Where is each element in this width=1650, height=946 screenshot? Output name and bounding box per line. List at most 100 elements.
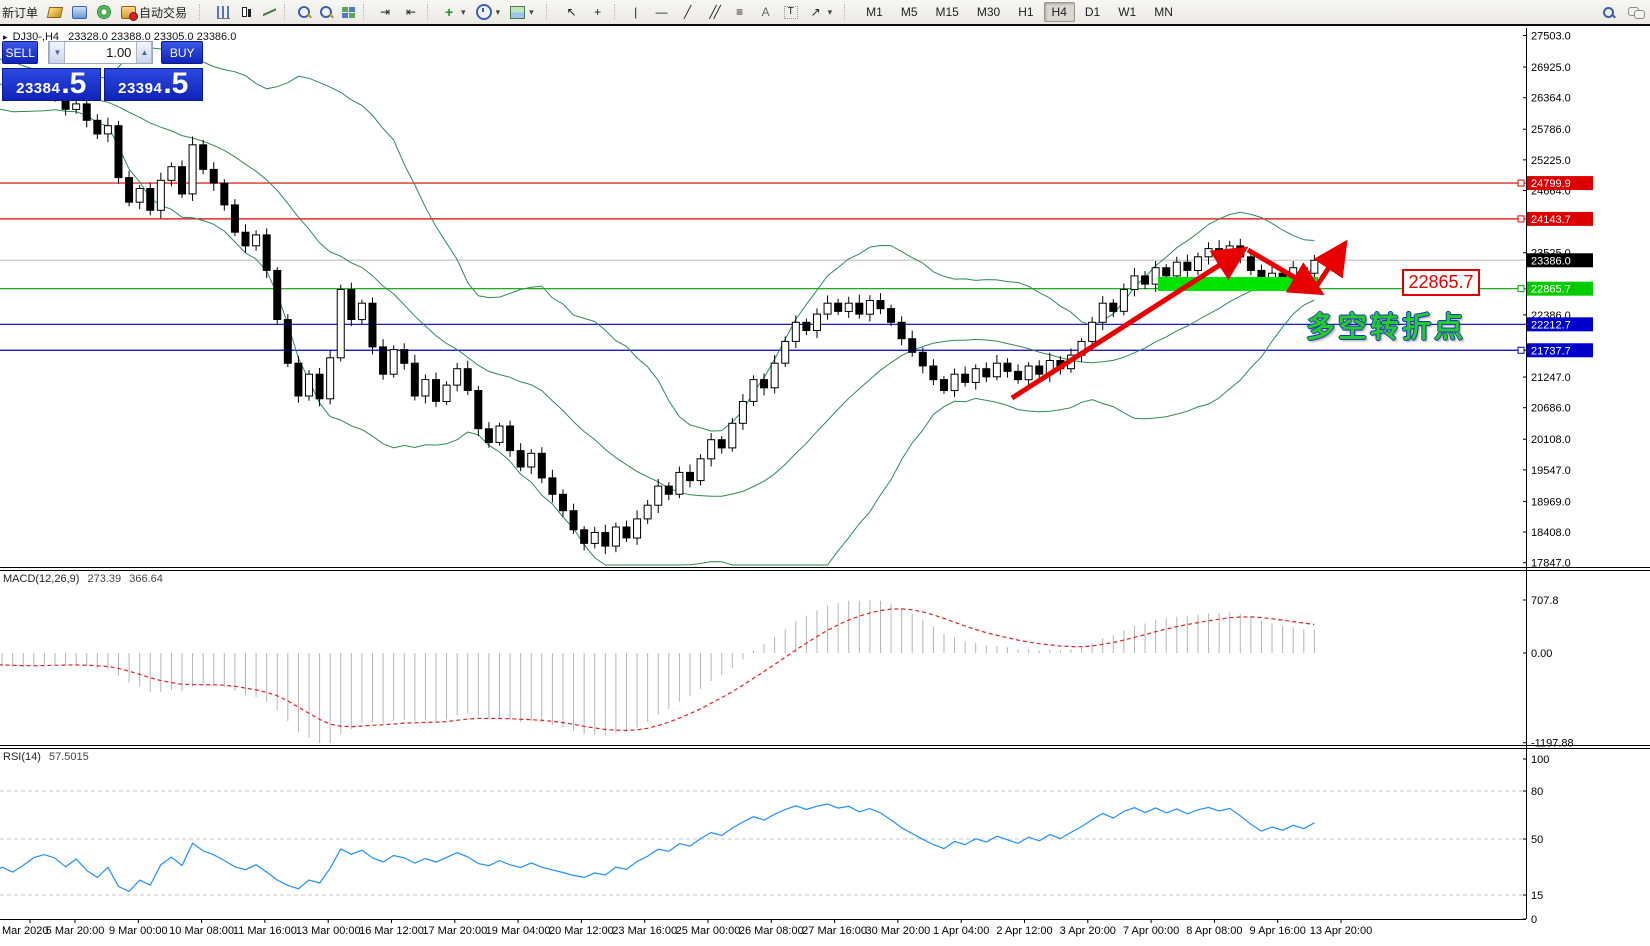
indicators-button[interactable]: + ▾ [436, 3, 471, 21]
rsi-pane [0, 790, 1526, 896]
horizontal-levels[interactable] [0, 182, 1526, 351]
buy-price-main: 23394 [118, 80, 163, 97]
badge-current-price [1527, 253, 1593, 268]
timeframe-d1[interactable]: D1 [1084, 5, 1101, 19]
chat-icon[interactable] [1628, 6, 1645, 19]
svg-text:20686.0: 20686.0 [1531, 403, 1571, 415]
timeframe-m5[interactable]: M5 [900, 5, 918, 19]
sell-price-main: 23384 [16, 80, 61, 97]
fibonacci-button[interactable]: ≡ [727, 3, 753, 21]
arrows-button[interactable]: ↗ ▾ [803, 3, 838, 21]
support-price-callout[interactable]: 22865.7 [1402, 269, 1480, 296]
volume-input[interactable]: 1.00 [106, 45, 132, 60]
bollinger-upper [0, 47, 1315, 432]
equidistant-channel-icon: ╱╱ [709, 5, 720, 19]
clock-icon [475, 4, 492, 20]
auto-scroll-button[interactable]: ⇥ [372, 3, 398, 21]
candlestick-series [51, 91, 1319, 555]
volume-spinner: ▼ 1.00 ▲ [48, 41, 154, 64]
timeframe-mn[interactable]: MN [1154, 5, 1173, 19]
symbol-marker-icon: ▸ [3, 32, 8, 42]
channel-button[interactable]: ╱╱ [701, 3, 727, 21]
macd-indicator-label: MACD(12,26,9) 273.39 366.64 [3, 573, 163, 585]
trendline-button[interactable]: ╱ [675, 3, 701, 21]
sell-button[interactable]: SELL [2, 41, 39, 64]
chart-ohlc-header: ▸ DJ30-,H4 23328.0 23388.0 23305.0 23386… [3, 31, 236, 43]
zoom-out-button[interactable] [315, 3, 337, 21]
svg-text:50: 50 [1531, 834, 1543, 846]
macd-value-signal: 366.64 [129, 573, 163, 585]
signal-button[interactable] [92, 3, 116, 21]
tile-windows-icon [342, 6, 356, 18]
trend-arrow-up [1010, 246, 1249, 401]
svg-text:27503.0: 27503.0 [1531, 30, 1571, 42]
vertical-line-button[interactable]: | [623, 3, 649, 21]
svg-text:20108.0: 20108.0 [1531, 434, 1571, 446]
badge-support-green [1527, 281, 1593, 296]
buy-button[interactable]: BUY [161, 41, 203, 64]
macd-axis: 707.8 0.00 -1197.88 [1523, 595, 1574, 750]
auto-scroll-icon: ⇥ [380, 5, 391, 19]
buy-price-display[interactable]: 23394 .5 [103, 67, 203, 101]
candlestick-chart-button[interactable] [235, 3, 258, 21]
autotrading-button[interactable]: 自动交易 [116, 3, 192, 21]
templates-button[interactable]: ▾ [505, 3, 539, 21]
zoom-in-icon [298, 6, 311, 18]
new-order-button[interactable]: 新订单 [0, 3, 43, 21]
timeframe-m15[interactable]: M15 [935, 5, 959, 19]
trend-arrows[interactable] [1010, 239, 1348, 401]
cursor-button[interactable]: ↖ [559, 3, 585, 21]
crosshair-button[interactable]: + [585, 3, 611, 21]
profiles-button[interactable] [67, 3, 92, 21]
bar-chart-button[interactable] [212, 3, 235, 21]
turning-point-annotation[interactable]: 多空转折点 [1306, 312, 1467, 344]
trend-arrow-forecast [1309, 239, 1348, 295]
candlestick-icon [240, 6, 253, 18]
svg-text:19547.0: 19547.0 [1531, 465, 1571, 477]
periods-button[interactable]: ▾ [471, 3, 506, 21]
macd-value-main: 273.39 [87, 573, 122, 585]
price-badges: 24799.9 24143.7 23386.0 22865.7 22212.7 21737… [1517, 176, 1593, 358]
timeframe-h1[interactable]: H1 [1018, 5, 1034, 19]
toolbar-separator [284, 4, 290, 20]
arrows-icon: ↗ [810, 5, 821, 19]
sell-price-pip: .5 [61, 67, 87, 100]
svg-text:17847.0: 17847.0 [1531, 558, 1571, 570]
price-axis: 27503.026925.026364.025786.025225.024664… [1523, 30, 1571, 570]
chart-shift-button[interactable]: ⇤ [398, 3, 424, 21]
dropdown-arrow-icon: ▾ [495, 6, 501, 17]
timeframe-m1[interactable]: M1 [866, 5, 883, 19]
sell-price-display[interactable]: 23384 .5 [2, 68, 101, 101]
search-icon[interactable] [1603, 6, 1614, 18]
line-chart-button[interactable] [258, 3, 281, 21]
zoom-in-button[interactable] [293, 3, 315, 21]
horizontal-line-button[interactable]: — [649, 3, 675, 21]
crosshair-icon: + [594, 5, 602, 19]
svg-text:15: 15 [1531, 890, 1543, 902]
dropdown-arrow-icon: ▾ [461, 6, 466, 17]
volume-up-button[interactable]: ▲ [136, 42, 153, 63]
timeframe-h4[interactable]: H4 [1043, 2, 1075, 22]
macd-pane [0, 600, 1315, 743]
chart-canvas[interactable]: 27503.026925.026364.025786.025225.024664… [0, 26, 1650, 946]
timeframe-m30[interactable]: M30 [976, 5, 1001, 19]
buy-price-pip: .5 [163, 67, 189, 100]
tile-windows-button[interactable] [337, 3, 360, 21]
svg-text:80: 80 [1531, 786, 1543, 798]
macd-name: MACD(12,26,9) [3, 573, 80, 585]
rsi-axis: 100 80 50 15 0 [1523, 754, 1549, 926]
text-button[interactable]: A [753, 3, 779, 21]
volume-down-button[interactable]: ▼ [49, 42, 66, 63]
new-chart-button[interactable] [43, 3, 67, 21]
svg-text:19 Mar 04:00: 19 Mar 04:00 [486, 925, 551, 937]
svg-text:23 Mar 16:00: 23 Mar 16:00 [612, 925, 677, 937]
timeframe-w1[interactable]: W1 [1118, 5, 1137, 19]
svg-text:25 Mar 00:00: 25 Mar 00:00 [676, 925, 741, 937]
text-label-button[interactable]: T [779, 3, 803, 21]
chart-region: 27503.0 26925.0 26364.0 25786.0 25225.0 24664… [0, 26, 1650, 946]
svg-text:11 Mar 16:00: 11 Mar 16:00 [233, 925, 297, 937]
svg-text:100: 100 [1531, 754, 1549, 766]
svg-text:Mar 2020: Mar 2020 [2, 925, 48, 937]
